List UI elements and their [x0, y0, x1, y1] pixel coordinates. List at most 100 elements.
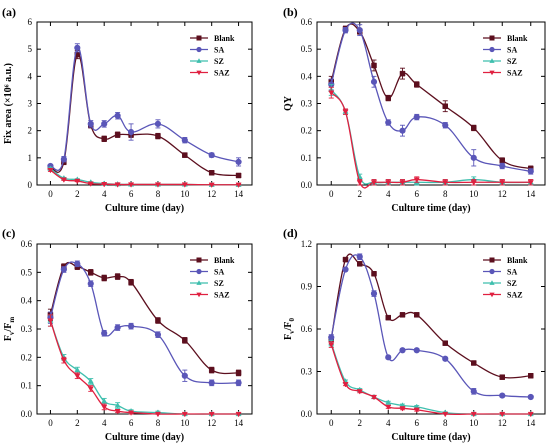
data-point: [114, 324, 121, 331]
data-point: [235, 411, 242, 418]
data-point: [127, 323, 135, 330]
data-point: [499, 392, 506, 399]
legend-label: SAZ: [507, 69, 523, 78]
data-point: [413, 113, 420, 121]
x-tick-label: 6: [415, 189, 420, 199]
data-point: [399, 180, 406, 186]
legend-marker: [489, 280, 495, 285]
legend-label: SA: [507, 46, 517, 55]
data-point: [101, 275, 107, 281]
data-point: [128, 410, 135, 416]
y-tick-label: 6: [28, 17, 33, 27]
y-axis-title: QY: [283, 95, 294, 111]
y-tick-label: 3: [28, 99, 33, 109]
series-line: [330, 22, 531, 173]
legend-marker: [489, 292, 495, 298]
legend-marker: [196, 280, 202, 285]
y-tick-label: 5: [28, 44, 33, 54]
legend-marker: [196, 35, 202, 41]
x-axis-title: Culture time (day): [391, 432, 470, 443]
data-point: [342, 256, 349, 263]
data-point: [527, 411, 534, 418]
x-tick-label: 8: [156, 418, 161, 428]
data-point: [342, 382, 349, 388]
data-point: [385, 404, 392, 411]
data-point: [471, 360, 477, 366]
x-tick-label: 10: [180, 189, 190, 199]
data-point: [101, 120, 108, 127]
data-point: [74, 44, 81, 51]
panel-label: (d): [283, 226, 298, 240]
x-axis-title: Culture time (day): [391, 203, 470, 214]
legend-label: Blank: [507, 256, 528, 265]
data-point: [357, 261, 363, 267]
data-point: [442, 180, 449, 186]
legend-marker: [196, 58, 202, 63]
data-point: [399, 406, 406, 412]
x-tick-label: 4: [386, 418, 391, 428]
data-point: [101, 136, 107, 142]
y-tick-label: 0.3: [301, 99, 313, 109]
data-point: [385, 399, 392, 405]
legend: Blank SA SZ SAZ: [190, 34, 235, 78]
panel-label: (a): [2, 5, 16, 19]
data-point: [356, 389, 363, 395]
data-point: [235, 379, 242, 386]
data-point: [342, 27, 349, 34]
series-saz: [328, 86, 534, 189]
data-point: [114, 182, 121, 188]
x-tick-label: 12: [498, 418, 507, 428]
y-tick-label: 0.5: [301, 44, 313, 54]
chart-panel-2: (b) 0 2 4 6 8 10 12 14 0.0 0.1 0.2 0.3 0.4 0.5 0.6 Cultu…: [283, 5, 546, 214]
x-tick-label: 2: [358, 189, 363, 199]
data-point: [342, 109, 349, 115]
data-point: [114, 409, 121, 415]
y-axis-title: Fix area (×10⁶ a.u.): [3, 63, 14, 144]
data-point: [527, 393, 534, 401]
series-line: [330, 92, 531, 189]
legend: Blank SA SZ SAZ: [190, 256, 235, 300]
x-tick-label: 12: [498, 189, 507, 199]
data-point: [399, 127, 406, 134]
y-tick-label: 0: [28, 180, 33, 190]
data-point: [208, 367, 215, 373]
legend-marker: [489, 70, 495, 76]
x-tick-label: 0: [329, 189, 334, 199]
data-point: [101, 330, 108, 337]
data-point: [370, 290, 378, 297]
legend-label: SA: [214, 268, 224, 277]
x-tick-label: 6: [415, 418, 420, 428]
x-tick-label: 0: [48, 189, 53, 199]
data-point: [74, 366, 81, 373]
data-point: [442, 355, 449, 362]
y-tick-label: 0.2: [301, 126, 312, 136]
y-tick-label: 0.3: [21, 324, 33, 334]
x-tick-label: 10: [469, 189, 479, 199]
data-point: [399, 312, 406, 318]
y-tick-label: 0.0: [21, 409, 33, 419]
data-point: [208, 170, 215, 176]
data-point: [74, 178, 81, 185]
x-tick-label: 2: [358, 418, 363, 428]
data-point: [499, 157, 505, 164]
data-point: [208, 152, 215, 159]
legend-label: SZ: [507, 279, 517, 288]
legend: Blank SA SZ SAZ: [483, 256, 528, 300]
data-point: [385, 119, 392, 126]
panel-label: (c): [2, 226, 15, 240]
data-point: [385, 314, 391, 321]
y-tick-label: 1.2: [301, 239, 312, 249]
data-point: [399, 347, 406, 354]
data-point: [208, 182, 215, 188]
x-tick-label: 14: [234, 418, 244, 428]
data-point: [154, 331, 162, 338]
data-point: [499, 180, 506, 186]
data-point: [442, 122, 449, 129]
series-line: [49, 47, 239, 172]
x-tick-label: 12: [207, 418, 216, 428]
data-point: [414, 81, 420, 88]
data-point: [47, 318, 54, 324]
series-line: [49, 261, 239, 375]
legend-label: Blank: [507, 34, 528, 43]
x-tick-label: 8: [156, 189, 161, 199]
